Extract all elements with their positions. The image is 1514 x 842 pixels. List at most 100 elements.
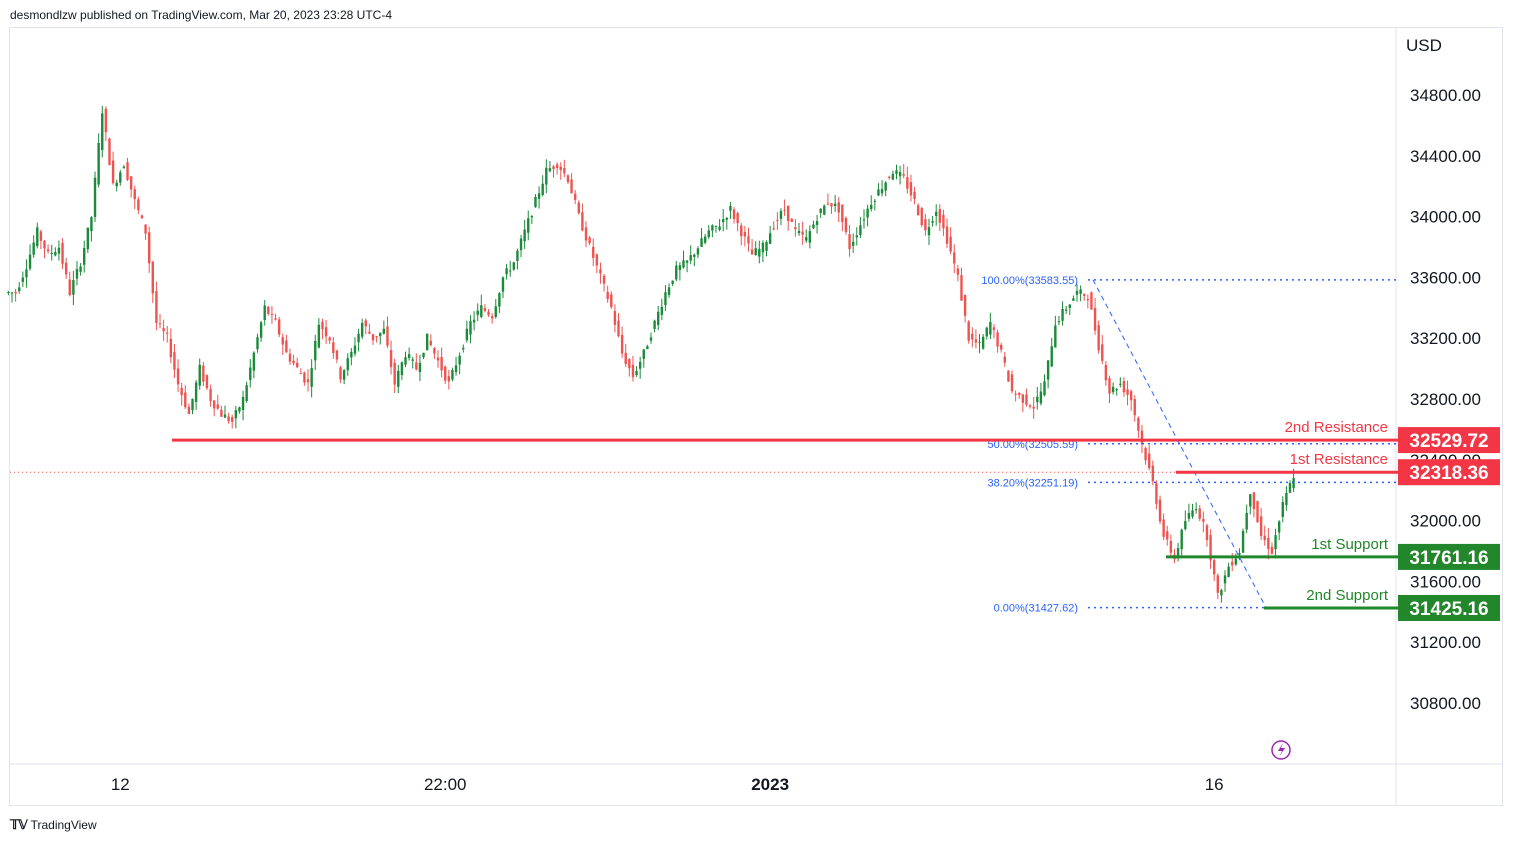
candle-down [844,217,848,233]
candle-down [631,364,635,378]
candle-up [891,173,895,180]
candle-up [927,227,931,236]
candle-up [469,321,472,335]
fib-level-label: 0.00%(31427.62) [994,603,1078,615]
candle-down [447,376,451,382]
candle-down [628,359,631,369]
candle-up [1227,566,1230,578]
candle-down [1126,389,1129,395]
candle-down [386,326,389,346]
candle-up [1061,308,1064,321]
candle-up [404,357,407,365]
candle-down [581,212,584,231]
candle-up [451,370,454,380]
candle-down [324,327,328,337]
candle-up [115,182,118,187]
lightning-icon[interactable] [1271,740,1291,760]
candle-up [693,254,696,257]
candle-down [1263,535,1266,541]
candle-up [1191,510,1194,517]
candle-down [902,174,905,176]
candle-down [945,226,949,244]
candle-up [689,255,692,261]
candle-up [646,346,649,350]
candle-up [1064,309,1068,311]
candle-up [1111,386,1115,393]
candle-down [433,348,436,354]
candle-down [176,368,180,385]
candle-down [617,320,620,337]
candle-down [335,350,339,360]
candle-down [1162,519,1165,537]
candle-up [870,204,873,209]
candle-down [169,338,173,358]
candle-down [963,294,967,316]
candle-up [310,368,313,387]
chart-frame[interactable] [9,27,1503,806]
candle-down [1169,540,1173,553]
candle-down [1267,537,1270,549]
candle-down [436,357,440,361]
candle-down [292,360,295,364]
candle-down [974,339,978,343]
candle-down [967,321,970,341]
y-tick-label: 30800.00 [1410,694,1481,713]
candle-up [411,359,414,361]
candle-up [797,230,801,234]
candle-down [563,167,566,174]
candle-up [682,260,685,268]
candle-up [823,205,826,215]
candle-down [606,291,609,300]
candle-up [519,238,523,251]
candle-up [241,396,245,410]
y-tick-label: 32000.00 [1410,512,1481,531]
candle-up [898,172,902,177]
candle-up [819,208,822,213]
candle-down [274,318,277,320]
candle-down [1140,430,1144,445]
candle-down [144,224,147,234]
candle-down [288,353,292,362]
candle-down [306,379,310,383]
level-price-badge [1398,543,1500,570]
candle-up [667,287,671,296]
candle-down [938,209,942,223]
candle-down [104,108,108,133]
candle-down [220,410,223,417]
candle-up [72,280,75,295]
candle-up [1079,289,1082,294]
candle-up [877,189,880,196]
candle-down [599,269,602,274]
brand-footer[interactable]: 𝕋𝕍 TradingView [10,817,97,833]
candle-up [527,218,530,233]
y-tick-label: 34400.00 [1410,147,1481,166]
candle-down [187,406,191,414]
candle-down [794,227,797,230]
candle-down [166,332,169,334]
lightning-bolt-icon [1278,743,1285,757]
candle-down [566,175,570,183]
candle-down [14,291,17,294]
candle-up [1180,529,1183,550]
candle-down [776,219,779,221]
candle-down [1270,546,1274,554]
candle-up [317,324,321,348]
candle-down [205,375,209,389]
candle-down [996,332,999,347]
candle-down [783,209,786,211]
candle-up [768,233,772,244]
candle-down [837,202,840,213]
candle-up [545,167,548,185]
candle-down [299,373,303,375]
candle-up [75,269,79,279]
candle-up [1238,553,1241,555]
candle-up [812,224,815,229]
candle-down [328,337,331,341]
candle-up [541,183,544,195]
candle-up [86,227,90,250]
candle-up [981,336,985,349]
candle-up [425,333,429,351]
level-price-badge [1398,594,1500,621]
candle-up [1068,304,1071,308]
